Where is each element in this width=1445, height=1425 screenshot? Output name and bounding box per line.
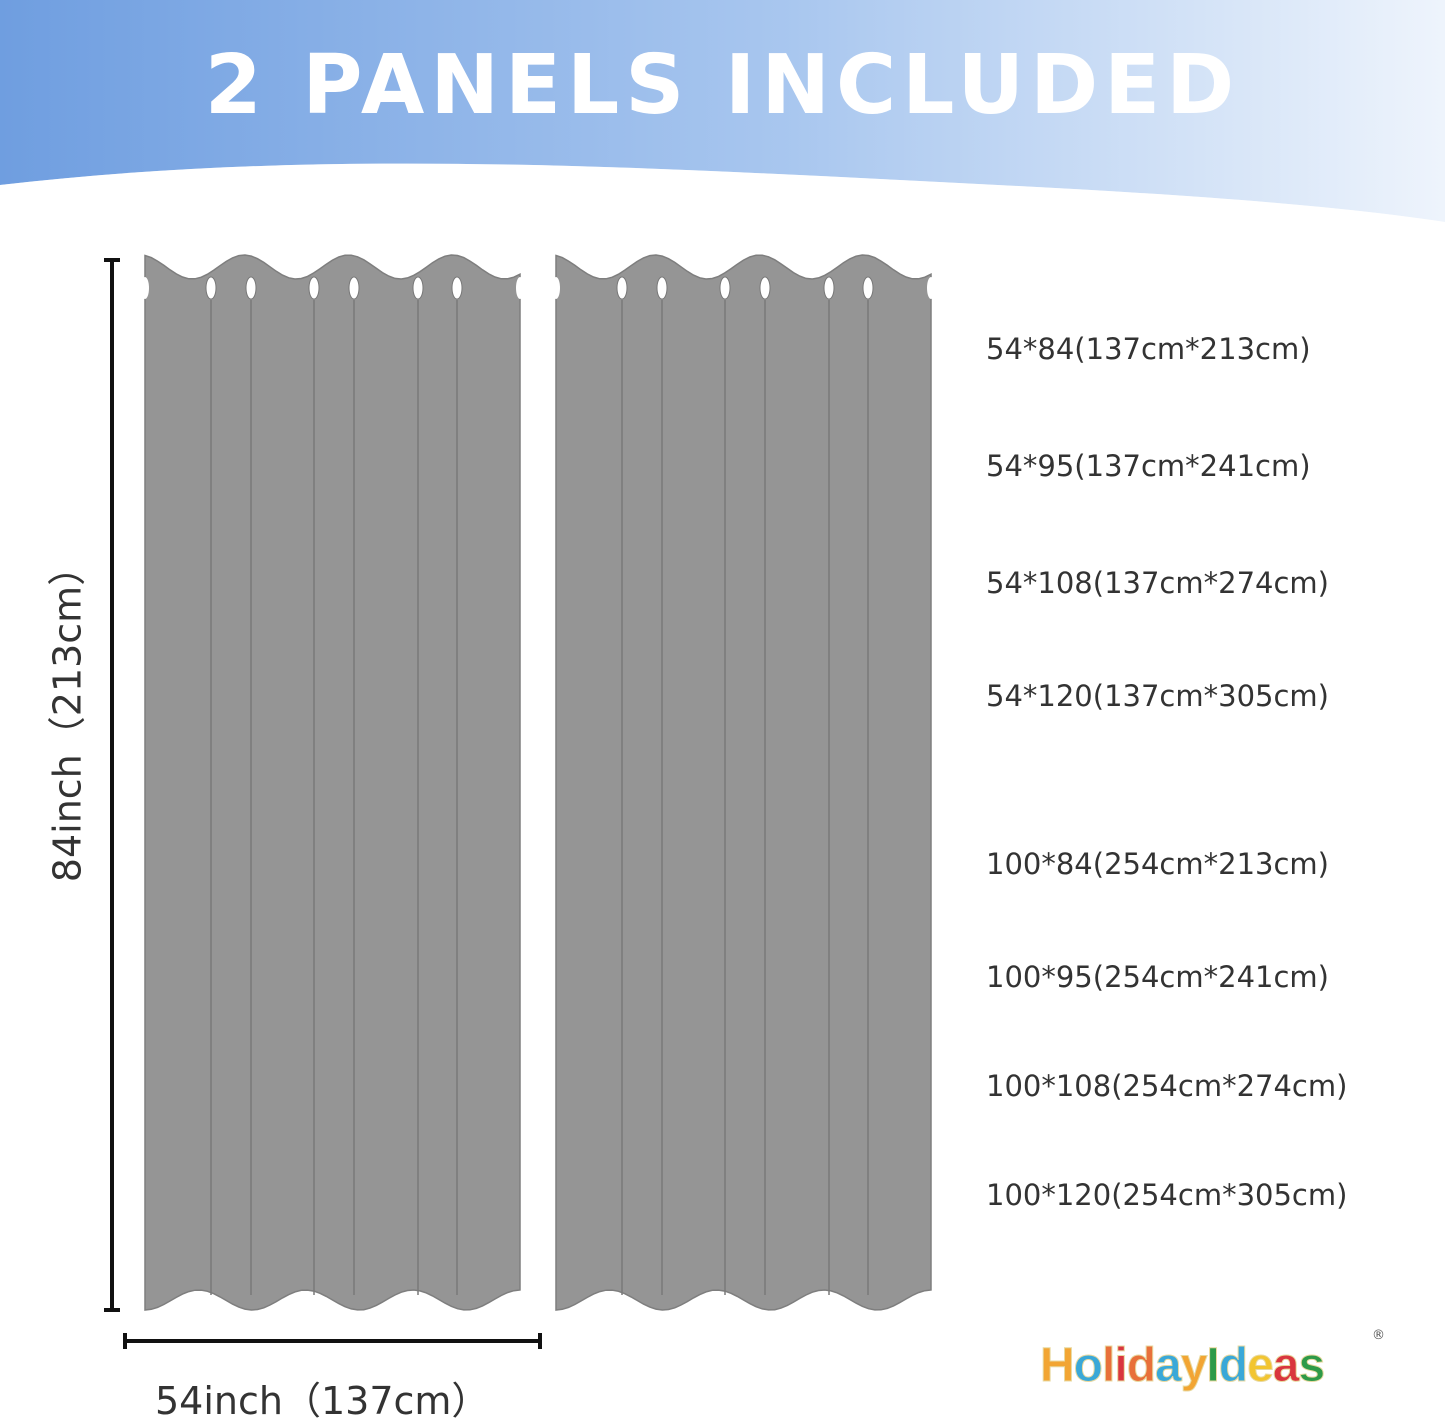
grommet-icon (308, 276, 320, 300)
grommet-icon (759, 276, 771, 300)
grommet-icon (719, 276, 731, 300)
curtain-panel (555, 254, 932, 1311)
brand-logo: HolidayIdeas (1040, 1339, 1326, 1393)
grommet-icon (348, 276, 360, 300)
size-option: 100*84(254cm*213cm) (986, 847, 1329, 881)
grommet-icon (451, 276, 463, 300)
grommet-icon (927, 277, 935, 299)
size-option: 54*84(137cm*213cm) (986, 332, 1311, 366)
grommet-icon (245, 276, 257, 300)
grommet-icon (616, 276, 628, 300)
registered-mark: ® (1372, 1328, 1385, 1343)
size-option: 54*120(137cm*305cm) (986, 679, 1329, 713)
size-option: 54*108(137cm*274cm) (986, 566, 1329, 600)
size-option: 100*95(254cm*241cm) (986, 960, 1329, 994)
grommet-icon (862, 276, 874, 300)
grommet-icon (516, 277, 524, 299)
width-label: 54inch（137cm） (155, 1379, 490, 1423)
header-wave-highlight (0, 163, 1445, 232)
size-option: 54*95(137cm*241cm) (986, 449, 1311, 483)
size-option: 100*108(254cm*274cm) (986, 1069, 1348, 1103)
grommet-icon (141, 277, 149, 299)
height-dimension-line (104, 258, 120, 1312)
size-option: 100*120(254cm*305cm) (986, 1178, 1348, 1212)
header-banner (0, 0, 1445, 222)
width-dimension-line (123, 1333, 542, 1349)
curtain-panel (144, 254, 521, 1311)
grommet-icon (205, 276, 217, 300)
page-title: 2 PANELS INCLUDED (204, 38, 1241, 133)
grommet-icon (552, 277, 560, 299)
grommet-icon (823, 276, 835, 300)
height-label: 84inch（213cm） (45, 547, 90, 883)
grommet-icon (412, 276, 424, 300)
grommet-icon (656, 276, 668, 300)
